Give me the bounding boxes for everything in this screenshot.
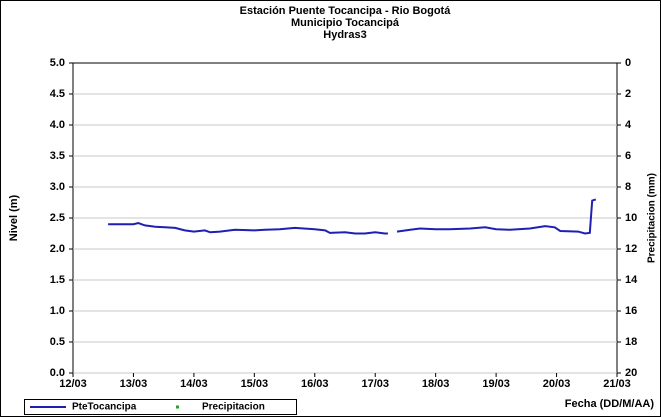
y-tick-label: 2.0 (50, 243, 65, 255)
x-tick-label: 17/03 (361, 378, 389, 390)
x-tick-label: 12/03 (59, 378, 87, 390)
y-tick-label: 3.0 (50, 181, 65, 193)
y-tick-label: 0.0 (50, 367, 65, 379)
y2-tick-label: 6 (625, 150, 631, 162)
y-tick-label: 5.0 (50, 57, 65, 69)
y-tick-label: 2.5 (50, 212, 65, 224)
y2-tick-label: 10 (625, 212, 637, 224)
legend-label: PteTocancipa (72, 402, 137, 413)
y2-tick-label: 8 (625, 181, 631, 193)
y-tick-label: 1.5 (50, 274, 65, 286)
y2-tick-label: 2 (625, 88, 631, 100)
x-tick-label: 18/03 (422, 378, 450, 390)
y2-tick-label: 18 (625, 336, 637, 348)
y2-tick-label: 16 (625, 305, 637, 317)
y-tick-label: 1.0 (50, 305, 65, 317)
x-tick-label: 14/03 (180, 378, 208, 390)
y2-tick-label: 20 (625, 367, 637, 379)
y-tick-label: 0.5 (50, 336, 65, 348)
y-tick-label: 4.0 (50, 119, 65, 131)
x-tick-label: 21/03 (603, 378, 631, 390)
y2-tick-label: 14 (625, 274, 638, 286)
x-tick-label: 20/03 (543, 378, 571, 390)
y2-tick-label: 0 (625, 57, 631, 69)
x-axis-label: Fecha (DD/M/AA) (565, 398, 655, 410)
chart-subtitle: Municipio Tocancipá (291, 17, 400, 29)
y-tick-label: 4.5 (50, 88, 65, 100)
chart-title: Estación Puente Tocancipa - Rio Bogotá (240, 5, 452, 17)
x-tick-label: 15/03 (241, 378, 269, 390)
y-tick-label: 3.5 (50, 150, 65, 162)
y2-axis-label: Precipitacion (mm) (647, 173, 658, 263)
y2-tick-label: 12 (625, 243, 637, 255)
legend (24, 399, 297, 415)
y-axis-label: Nivel (m) (8, 194, 20, 241)
x-tick-label: 16/03 (301, 378, 329, 390)
legend-label: Precipitacion (202, 402, 265, 413)
data-line (108, 198, 597, 235)
chart-subtitle: Hydras3 (323, 29, 366, 41)
legend-swatch (176, 405, 179, 409)
y2-tick-label: 4 (625, 119, 632, 131)
x-tick-label: 19/03 (482, 378, 510, 390)
x-tick-label: 13/03 (120, 378, 148, 390)
